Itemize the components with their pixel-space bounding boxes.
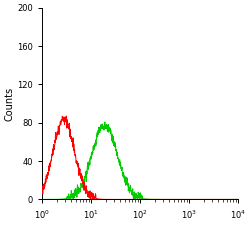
Y-axis label: Counts: Counts bbox=[4, 86, 14, 121]
